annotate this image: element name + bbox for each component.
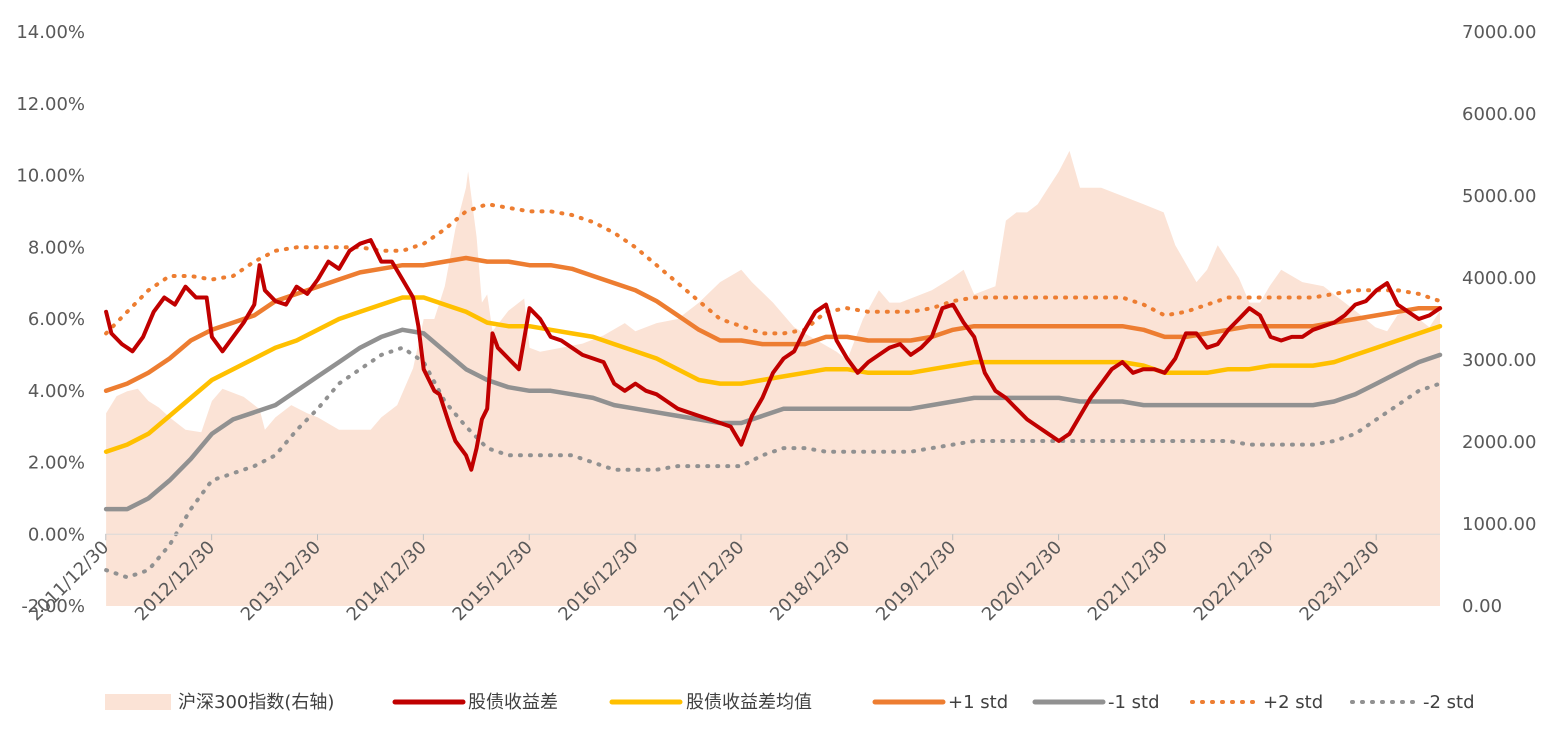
legend-label: +2 std — [1263, 692, 1323, 713]
plus2-std-line — [104, 202, 1442, 336]
legend-item-plus1: +1 std — [872, 692, 1008, 713]
y-left-tick-label: 2.00% — [28, 453, 85, 474]
legend-label: 股债收益差均值 — [686, 692, 812, 713]
minus2-std-line — [104, 345, 1442, 580]
y-left-tick-label: -2.00% — [21, 596, 85, 617]
legend-label: -1 std — [1108, 692, 1160, 713]
legend-label: -2 std — [1423, 692, 1475, 713]
series-lines-layer — [103, 202, 1443, 580]
legend-item-plus2: +2 std — [1190, 692, 1323, 713]
legend: 沪深300指数(右轴) 股债收益差 股债收益差均值 +1 std -1 std +2 st… — [105, 692, 1475, 713]
y-right-tick-label: 4000.00 — [1462, 268, 1536, 289]
legend-item-spread: 股债收益差 — [392, 692, 558, 713]
legend-label: 沪深300指数(右轴) — [178, 692, 334, 713]
legend-item-csi300: 沪深300指数(右轴) — [105, 692, 334, 713]
minus1-std-line — [103, 327, 1443, 512]
legend-label: +1 std — [948, 692, 1008, 713]
spread-line — [104, 238, 1442, 472]
y-left-tick-label: 12.00% — [16, 94, 85, 115]
spread-mean-line — [103, 295, 1443, 454]
y-right-tick-label: 0.00 — [1462, 596, 1502, 617]
y-left-tick-label: 4.00% — [28, 381, 85, 402]
y-right-tick-label: 7000.00 — [1462, 22, 1536, 43]
y-left-tick-label: 0.00% — [28, 524, 85, 545]
y-left-tick-label: 6.00% — [28, 309, 85, 330]
y-right-tick-label: 3000.00 — [1462, 350, 1536, 371]
y-left-tick-label: 8.00% — [28, 237, 85, 258]
y-right-tick-label: 1000.00 — [1462, 514, 1536, 535]
y-left-tick-label: 10.00% — [16, 166, 85, 187]
legend-item-mean: 股债收益差均值 — [609, 692, 812, 713]
plus1-std-line — [103, 255, 1443, 394]
y-right-tick-label: 6000.00 — [1462, 104, 1536, 125]
legend-item-minus2: -2 std — [1350, 692, 1475, 713]
y-right-tick-label: 2000.00 — [1462, 432, 1536, 453]
legend-item-minus1: -1 std — [1032, 692, 1160, 713]
y-left-tick-label: 14.00% — [16, 22, 85, 43]
legend-swatch — [105, 694, 171, 710]
y-right-tick-label: 5000.00 — [1462, 186, 1536, 207]
legend-label: 股债收益差 — [468, 692, 558, 713]
